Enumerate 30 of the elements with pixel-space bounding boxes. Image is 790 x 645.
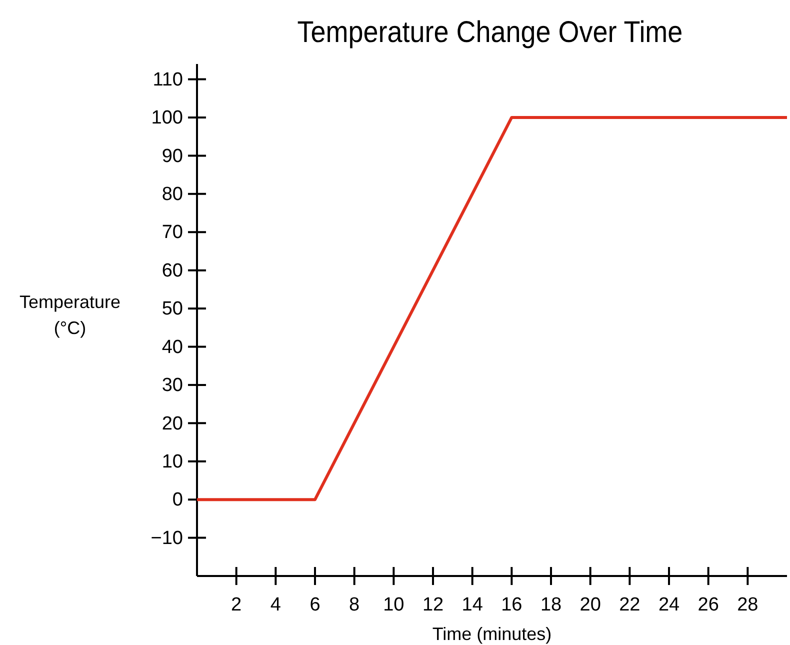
x-tick-label: 28	[737, 594, 758, 616]
y-tick-label: 20	[162, 413, 183, 434]
x-tick-label: 2	[231, 594, 242, 616]
y-tick-label: 60	[162, 260, 183, 282]
x-tick-label: 24	[658, 594, 680, 616]
x-tick-label: 26	[698, 594, 719, 616]
y-tick-label: 40	[162, 336, 183, 358]
x-tick-label: 22	[619, 594, 640, 616]
x-tick-label: 4	[270, 594, 282, 616]
x-tick-label: 6	[310, 594, 320, 616]
y-tick-label: 80	[162, 184, 183, 205]
x-tick-label: 12	[422, 594, 444, 616]
x-tick-label: 18	[540, 594, 562, 616]
x-tick-label: 16	[501, 594, 522, 616]
y-tick-label: 90	[162, 146, 183, 167]
y-tick-label: −10	[150, 528, 183, 549]
x-tick-label: 20	[580, 594, 601, 616]
y-tick-label: 100	[151, 108, 183, 129]
x-tick-label: 14	[462, 594, 484, 616]
y-tick-label: 70	[162, 222, 183, 244]
x-axis-title: Time (minutes)	[432, 624, 552, 644]
y-tick-label: 50	[162, 298, 183, 320]
y-axis-title: Temperature (°C)	[19, 292, 121, 338]
x-tick-label: 10	[383, 594, 404, 616]
y-tick-label: 10	[162, 451, 183, 472]
chart-title: Temperature Change Over Time	[297, 16, 683, 50]
y-tick-label: 0	[172, 490, 183, 511]
y-tick-label: 30	[162, 375, 183, 396]
x-tick-label: 8	[349, 594, 360, 616]
y-tick-label: 110	[152, 69, 183, 90]
